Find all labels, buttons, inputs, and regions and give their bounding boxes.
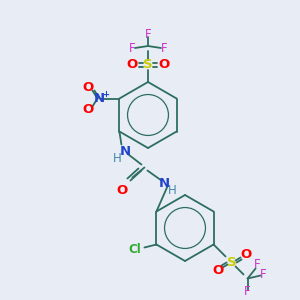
Text: F: F [254, 258, 261, 271]
Text: Cl: Cl [128, 243, 141, 256]
Text: S: S [143, 58, 153, 71]
Text: +: + [102, 90, 109, 99]
Text: F: F [244, 285, 251, 298]
Text: O: O [83, 81, 94, 94]
Text: F: F [161, 41, 167, 55]
Text: O: O [117, 184, 128, 197]
Text: H: H [113, 152, 122, 165]
Text: O: O [240, 248, 251, 261]
Text: F: F [129, 41, 135, 55]
Text: F: F [145, 28, 151, 41]
Text: O: O [126, 58, 138, 71]
Text: O: O [83, 103, 94, 116]
Text: N: N [94, 92, 105, 105]
Text: N: N [120, 145, 131, 158]
Text: O: O [158, 58, 169, 71]
Text: O: O [212, 264, 223, 277]
Text: H: H [168, 184, 177, 197]
Text: N: N [159, 177, 170, 190]
Text: F: F [260, 268, 267, 281]
Text: S: S [227, 256, 236, 269]
